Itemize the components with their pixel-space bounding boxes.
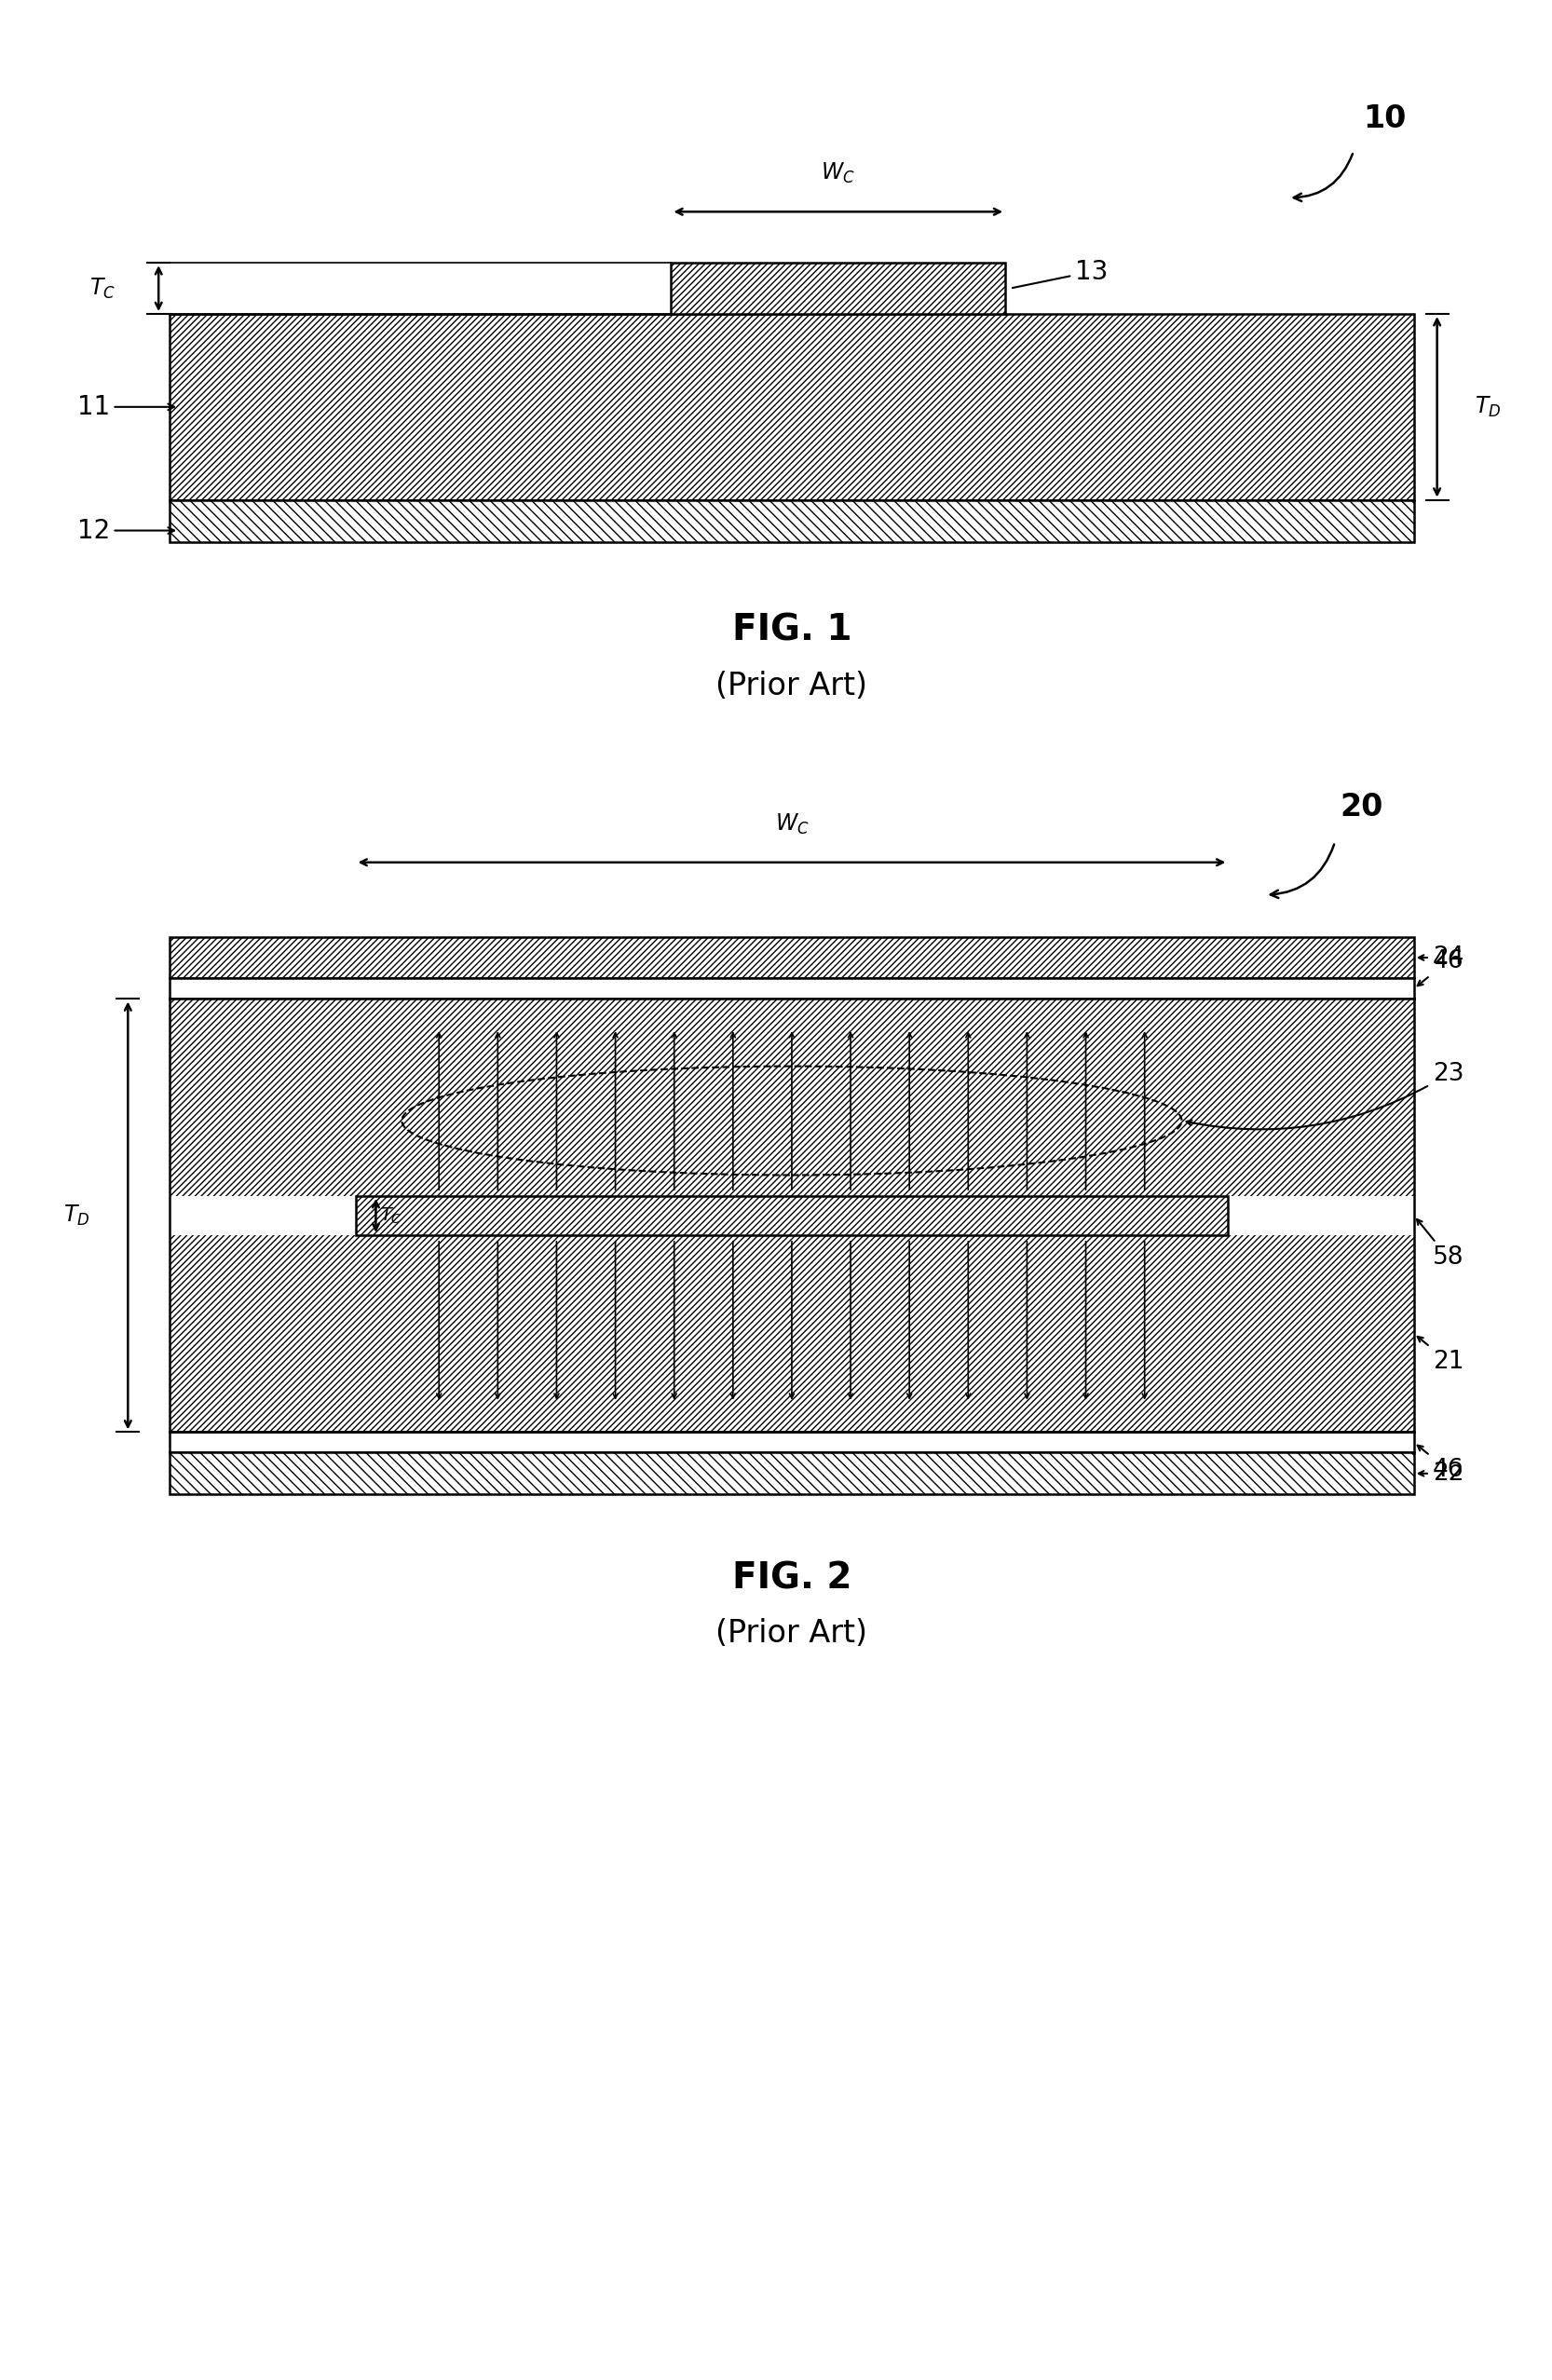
Bar <box>355 1197 1228 1235</box>
Bar <box>169 938 1414 978</box>
Text: $T_D$: $T_D$ <box>64 1204 90 1228</box>
Text: $T_D$: $T_D$ <box>1474 395 1501 419</box>
Text: 20: 20 <box>1339 793 1383 823</box>
Text: 21: 21 <box>1417 1338 1464 1373</box>
Text: FIG. 1: FIG. 1 <box>733 612 852 647</box>
Text: $T_C$: $T_C$ <box>380 1207 402 1226</box>
Text: $W_C$: $W_C$ <box>774 812 809 835</box>
Text: 13: 13 <box>1012 259 1108 288</box>
Bar <box>169 1433 1414 1452</box>
Bar <box>169 1235 1414 1433</box>
Bar <box>169 500 1414 543</box>
Text: 46: 46 <box>1417 1445 1464 1483</box>
Text: 24: 24 <box>1419 945 1464 969</box>
Text: (Prior Art): (Prior Art) <box>715 1618 868 1649</box>
Text: 12: 12 <box>78 516 174 543</box>
Text: 10: 10 <box>1363 105 1406 136</box>
Bar <box>670 262 1006 314</box>
Text: $W_C$: $W_C$ <box>821 162 855 186</box>
Text: (Prior Art): (Prior Art) <box>715 671 868 702</box>
Text: $T_C$: $T_C$ <box>90 276 116 300</box>
Bar <box>169 1452 1414 1495</box>
Bar <box>169 1000 1414 1197</box>
Text: 11: 11 <box>78 393 174 419</box>
Text: 23: 23 <box>1186 1061 1464 1130</box>
Text: 46: 46 <box>1417 950 1464 985</box>
Bar <box>169 978 1414 1000</box>
Text: FIG. 2: FIG. 2 <box>733 1561 852 1595</box>
FancyArrowPatch shape <box>1271 845 1335 897</box>
Text: 58: 58 <box>1417 1219 1464 1269</box>
Bar <box>169 314 1414 500</box>
FancyArrowPatch shape <box>1294 155 1353 202</box>
Text: 22: 22 <box>1419 1461 1464 1485</box>
